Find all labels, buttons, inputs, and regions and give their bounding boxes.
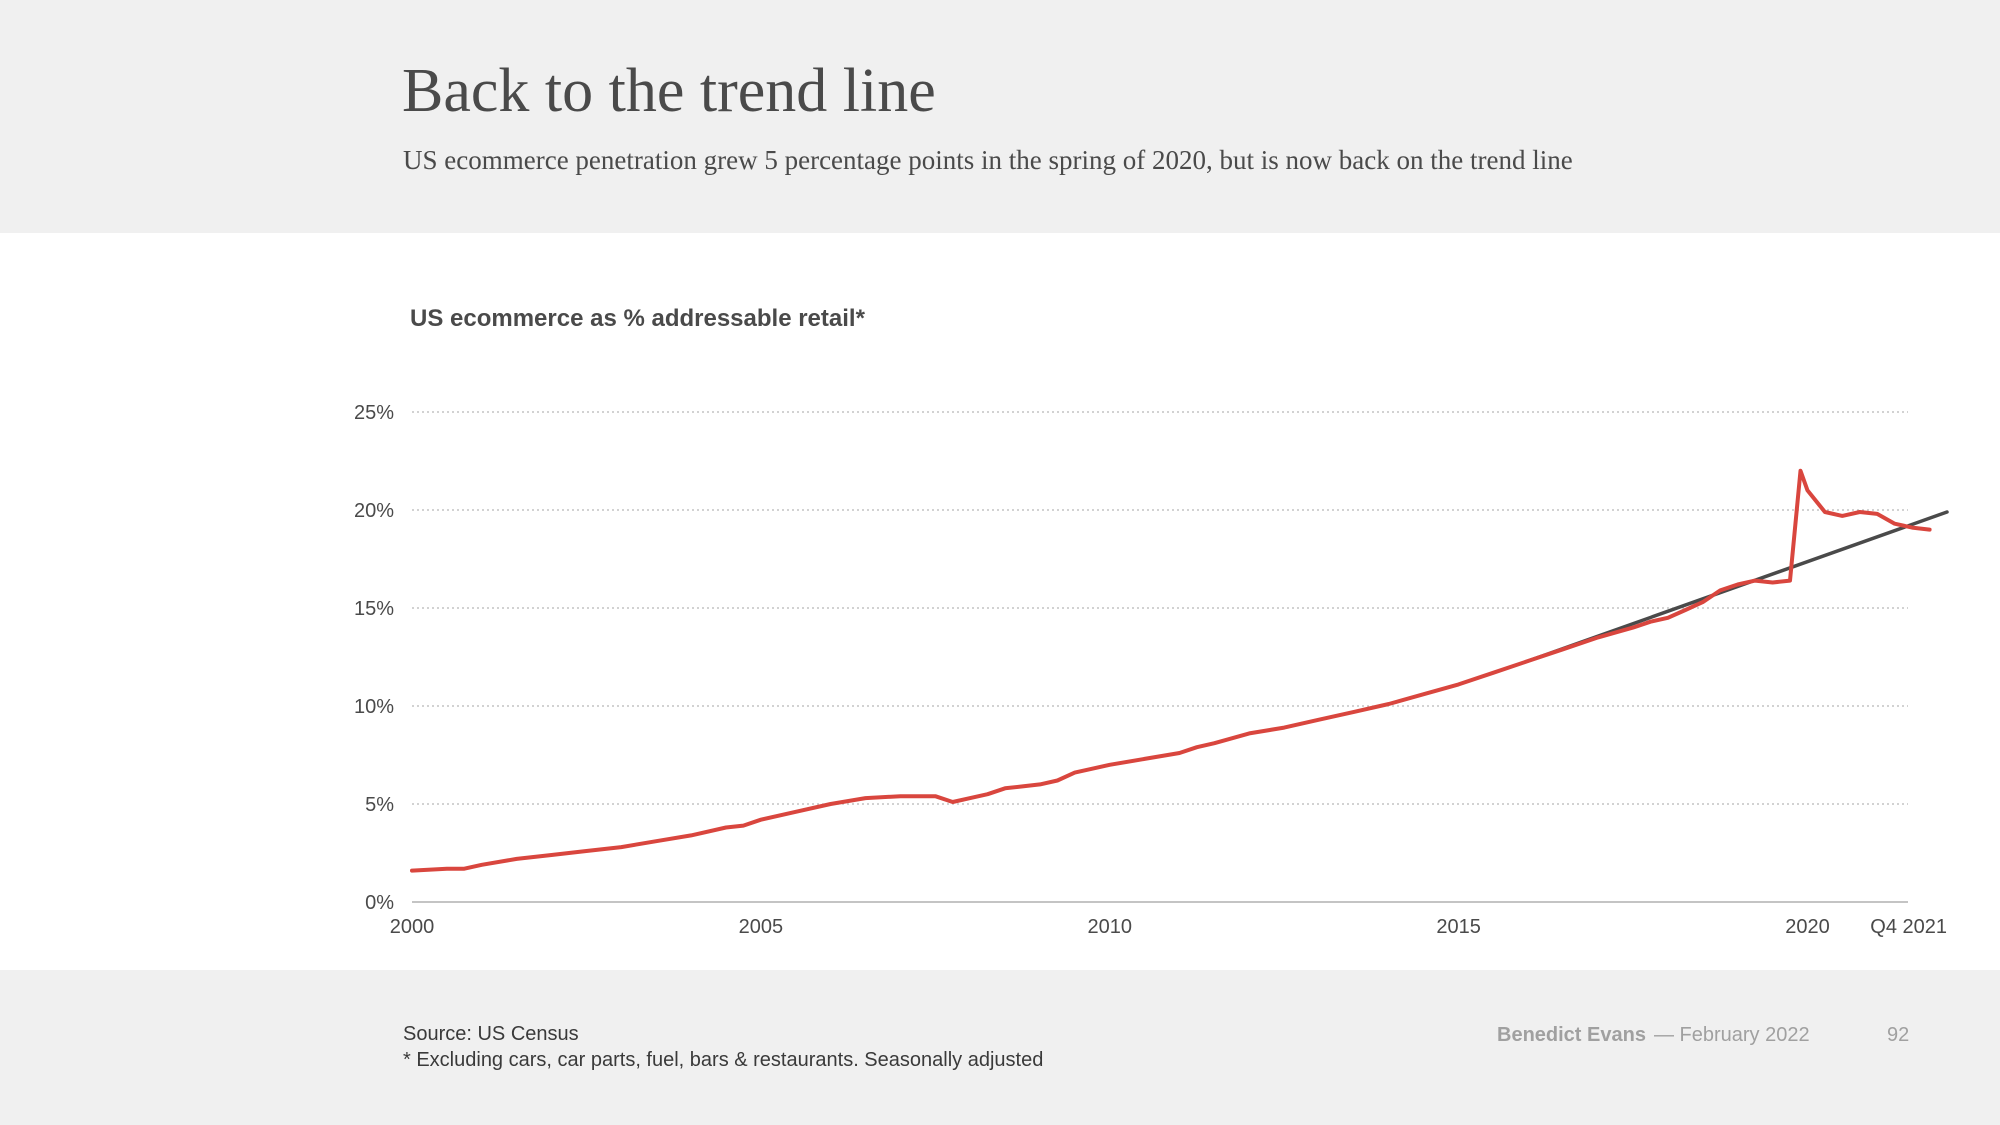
ecommerce-share-line: [410, 468, 1932, 873]
y-tick-label: 25%: [354, 402, 394, 424]
publish-date: — February 2022: [1653, 1024, 1810, 1046]
author-name: Benedict Evans: [1497, 1024, 1646, 1046]
y-tick-label: 5%: [365, 794, 394, 816]
source-note: Source: US Census: [403, 1023, 579, 1045]
footnote: * Excluding cars, car parts, fuel, bars …: [403, 1049, 1044, 1071]
footer-notes: Source: US Census * Excluding cars, car …: [403, 1021, 1043, 1073]
x-tick-label: Q4 2021: [1870, 916, 1947, 938]
slide-title: Back to the trend line: [402, 57, 936, 125]
author-credit: Benedict Evans — February 2022: [1497, 1024, 1810, 1047]
chart-title: US ecommerce as % addressable retail*: [410, 305, 865, 332]
y-tick-label: 10%: [354, 696, 394, 718]
y-tick-label: 15%: [354, 598, 394, 620]
y-tick-label: 0%: [365, 892, 394, 914]
x-tick-label: 2010: [1087, 916, 1132, 938]
slide-header: Back to the trend line US ecommerce pene…: [0, 0, 2000, 233]
x-tick-label: 2015: [1436, 916, 1481, 938]
x-tick-label: 2000: [390, 916, 435, 938]
y-tick-label: 20%: [354, 500, 394, 522]
chart-panel: [0, 233, 2000, 970]
page-number: 92: [1887, 1024, 1910, 1046]
slide-subtitle: US ecommerce penetration grew 5 percenta…: [403, 145, 1573, 175]
x-tick-label: 2020: [1785, 916, 1830, 938]
x-tick-label: 2005: [739, 916, 784, 938]
